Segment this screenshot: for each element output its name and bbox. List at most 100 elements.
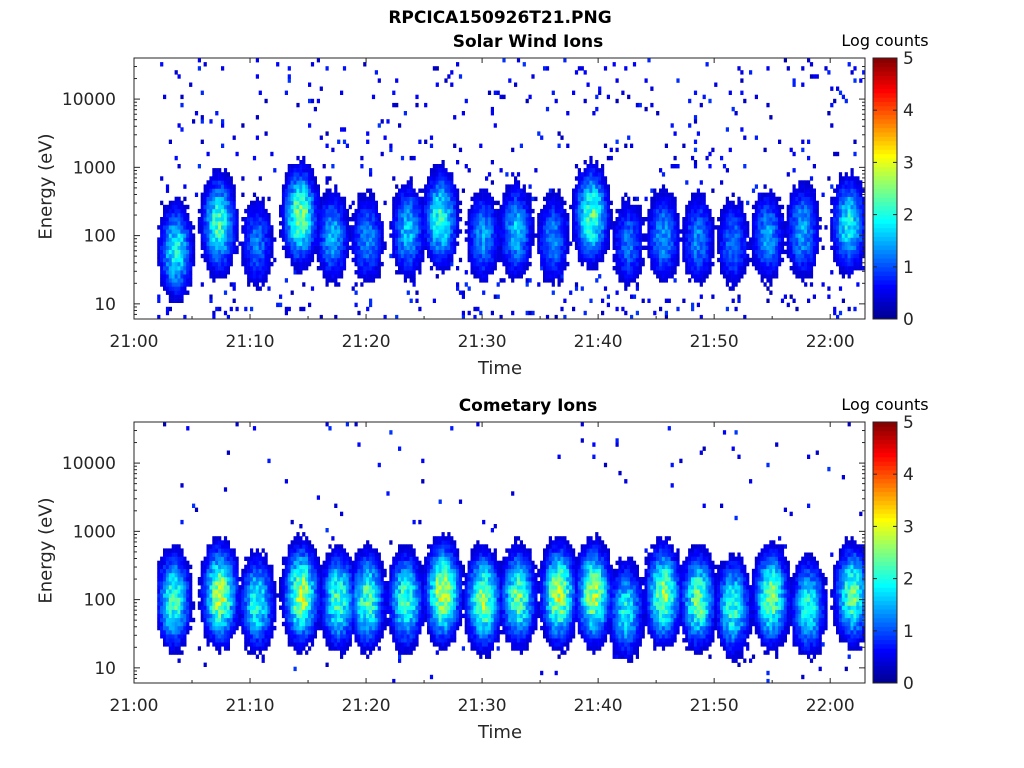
- heatmap-cell: [395, 253, 399, 259]
- heatmap-cell: [427, 225, 431, 230]
- heatmap-cell: [319, 221, 323, 226]
- heatmap-cell: [229, 257, 233, 263]
- heatmap-cell: [583, 196, 587, 202]
- heatmap-cell: [731, 106, 735, 112]
- heatmap-cell: [398, 196, 402, 202]
- heatmap-cell: [725, 249, 729, 255]
- heatmap-cell: [543, 66, 547, 71]
- heatmap-cell: [519, 274, 523, 279]
- heatmap-cell: [815, 200, 819, 206]
- heatmap-cell: [160, 225, 164, 230]
- heatmap-cell: [760, 204, 764, 210]
- heatmap-cell: [450, 217, 454, 222]
- heatmap-cell: [763, 204, 767, 210]
- heatmap-cell: [223, 225, 228, 230]
- heatmap-cell: [795, 225, 799, 230]
- heatmap-cell: [281, 192, 286, 197]
- heatmap-cell: [177, 123, 181, 128]
- heatmap-cell: [589, 241, 593, 246]
- heatmap-cell: [682, 237, 686, 242]
- heatmap-cell: [432, 204, 436, 210]
- heatmap-cell: [232, 245, 236, 250]
- heatmap-cell: [247, 208, 251, 214]
- heatmap-cell: [543, 221, 547, 226]
- heatmap-cell: [615, 266, 619, 271]
- heatmap-cell: [809, 192, 814, 197]
- heatmap-cell: [638, 253, 642, 259]
- heatmap-cell: [519, 192, 523, 197]
- heatmap-cell: [522, 208, 526, 214]
- heatmap-cell: [540, 208, 544, 214]
- heatmap-cell: [363, 200, 367, 206]
- heatmap-cell: [252, 274, 257, 279]
- heatmap-cell: [435, 192, 439, 197]
- heatmap-cell: [157, 241, 161, 246]
- heatmap-cell: [342, 249, 347, 255]
- heatmap-cell: [363, 208, 367, 214]
- heatmap-cell: [661, 278, 666, 283]
- heatmap-cell: [232, 249, 236, 255]
- heatmap-cell: [850, 184, 854, 189]
- heatmap-cell: [664, 233, 668, 238]
- heatmap-cell: [722, 266, 727, 271]
- heatmap-cell: [461, 314, 465, 320]
- heatmap-cell: [403, 184, 407, 189]
- heatmap-cell: [850, 168, 854, 173]
- heatmap-cell: [772, 257, 776, 263]
- heatmap-cell: [250, 278, 254, 283]
- heatmap-cell: [548, 192, 552, 197]
- heatmap-cell: [656, 249, 660, 255]
- heatmap-cell: [429, 229, 434, 234]
- heatmap-cell: [737, 274, 741, 279]
- heatmap-cell: [476, 208, 480, 214]
- heatmap-cell: [400, 270, 405, 275]
- heatmap-cell: [807, 245, 811, 250]
- heatmap-cell: [296, 180, 300, 185]
- heatmap-cell: [334, 257, 338, 263]
- heatmap-cell: [261, 233, 265, 238]
- heatmap-cell: [383, 314, 387, 320]
- heatmap-cell: [203, 257, 207, 263]
- heatmap-cell: [487, 249, 492, 255]
- heatmap-cell: [377, 213, 381, 218]
- heatmap-cell: [543, 270, 547, 275]
- heatmap-cell: [621, 229, 625, 234]
- heatmap-cell: [293, 172, 297, 177]
- heatmap-cell: [798, 270, 802, 275]
- heatmap-cell: [203, 253, 207, 259]
- heatmap-cell: [200, 213, 204, 218]
- heatmap-cell: [740, 127, 744, 132]
- heatmap-cell: [290, 164, 294, 169]
- heatmap-cell: [786, 233, 790, 238]
- heatmap-cell: [447, 200, 451, 206]
- heatmap-cell: [281, 229, 286, 234]
- heatmap-cell: [302, 204, 306, 210]
- heatmap-cell: [482, 266, 486, 271]
- heatmap-cell: [316, 257, 320, 263]
- heatmap-cell: [203, 213, 207, 218]
- heatmap-cell: [763, 257, 767, 263]
- heatmap-cell: [783, 249, 787, 255]
- heatmap-cell: [435, 241, 439, 246]
- heatmap-cell: [473, 306, 477, 312]
- heatmap-cell: [180, 274, 184, 279]
- heatmap-cell: [369, 225, 373, 230]
- heatmap-cell: [838, 253, 843, 259]
- heatmap-cell: [725, 229, 729, 234]
- heatmap-cell: [862, 204, 866, 210]
- heatmap-cell: [215, 274, 219, 279]
- heatmap-cell: [171, 221, 175, 226]
- heatmap-cell: [728, 249, 732, 255]
- heatmap-cell: [653, 192, 657, 197]
- heatmap-cell: [789, 196, 793, 202]
- heatmap-cell: [215, 204, 219, 210]
- heatmap-cell: [235, 208, 239, 214]
- heatmap-cell: [551, 200, 555, 206]
- heatmap-cell: [580, 257, 584, 263]
- heatmap-cell: [308, 261, 312, 267]
- heatmap-cell: [165, 290, 170, 295]
- heatmap-cell: [789, 204, 793, 210]
- heatmap-cell: [725, 241, 729, 246]
- heatmap-cell: [482, 225, 486, 230]
- heatmap-cell: [560, 245, 564, 250]
